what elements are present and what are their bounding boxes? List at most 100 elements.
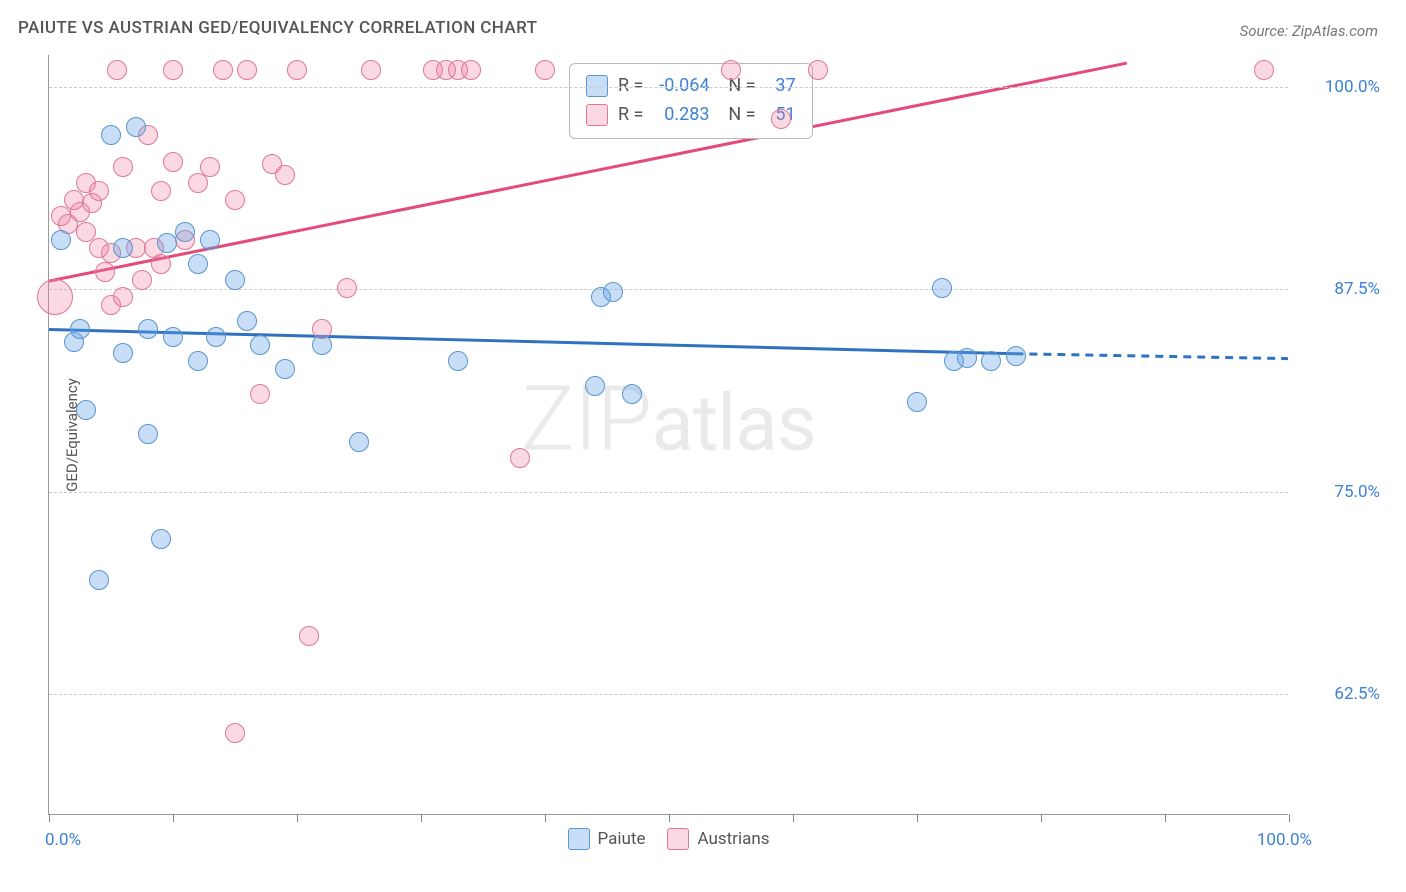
- data-point: [175, 222, 195, 242]
- data-point: [213, 60, 233, 80]
- austrian-r-value: 0.283: [653, 101, 709, 130]
- data-point: [585, 376, 605, 396]
- austrian-swatch: [586, 104, 608, 126]
- y-tick-label: 75.0%: [1300, 482, 1380, 502]
- data-point: [206, 327, 226, 347]
- data-point: [163, 60, 183, 80]
- data-point: [151, 181, 171, 201]
- data-point: [163, 152, 183, 172]
- x-tick: [545, 814, 546, 822]
- y-tick-label: 62.5%: [1300, 684, 1380, 704]
- chart-title: PAIUTE VS AUSTRIAN GED/EQUIVALENCY CORRE…: [18, 18, 537, 38]
- data-point: [250, 384, 270, 404]
- austrian-swatch-icon: [667, 828, 689, 850]
- footer-legend-paiute: Paiute: [568, 828, 646, 850]
- data-point: [89, 181, 109, 201]
- data-point: [163, 327, 183, 347]
- footer-legend-austrian-label: Austrians: [697, 829, 769, 849]
- data-point: [535, 60, 555, 80]
- data-point: [225, 723, 245, 743]
- x-tick: [917, 814, 918, 822]
- x-max-label: 100.0%: [1257, 830, 1312, 850]
- x-min-label: 0.0%: [45, 830, 81, 850]
- data-point: [200, 157, 220, 177]
- data-point: [113, 238, 133, 258]
- data-point: [188, 173, 208, 193]
- paiute-swatch-icon: [568, 828, 590, 850]
- data-point: [225, 270, 245, 290]
- data-point: [299, 626, 319, 646]
- x-tick: [1165, 814, 1166, 822]
- chart-source: Source: ZipAtlas.com: [1240, 22, 1378, 40]
- footer-legend-paiute-label: Paiute: [598, 829, 646, 849]
- data-point: [510, 448, 530, 468]
- footer-legend: Paiute Austrians: [568, 828, 770, 850]
- data-point: [151, 254, 171, 274]
- data-point: [312, 335, 332, 355]
- data-point: [200, 230, 220, 250]
- x-tick: [49, 814, 50, 822]
- correlation-chart: PAIUTE VS AUSTRIAN GED/EQUIVALENCY CORRE…: [0, 0, 1406, 892]
- data-point: [237, 311, 257, 331]
- data-point: [721, 60, 741, 80]
- data-point: [157, 233, 177, 253]
- data-point: [981, 351, 1001, 371]
- data-point: [151, 529, 171, 549]
- x-tick: [421, 814, 422, 822]
- data-point: [932, 278, 952, 298]
- data-point: [113, 343, 133, 363]
- data-point: [603, 282, 623, 302]
- data-point: [188, 254, 208, 274]
- data-point: [622, 384, 642, 404]
- data-point: [101, 125, 121, 145]
- data-point: [361, 60, 381, 80]
- y-tick-label: 87.5%: [1300, 279, 1380, 299]
- data-point: [138, 319, 158, 339]
- data-point: [275, 165, 295, 185]
- data-point: [70, 319, 90, 339]
- trend-lines: [49, 55, 1288, 814]
- data-point: [113, 287, 133, 307]
- y-axis-title: GED/Equivalency: [63, 378, 81, 492]
- data-point: [76, 400, 96, 420]
- data-point: [237, 60, 257, 80]
- x-tick: [793, 814, 794, 822]
- data-point: [126, 117, 146, 137]
- grid-line: [49, 87, 1288, 88]
- data-point: [107, 60, 127, 80]
- data-point: [349, 432, 369, 452]
- grid-line: [49, 492, 1288, 493]
- legend-row-austrian: R = 0.283 N = 51: [586, 101, 796, 130]
- data-point: [188, 351, 208, 371]
- data-point: [808, 60, 828, 80]
- data-point: [250, 335, 270, 355]
- data-point: [907, 392, 927, 412]
- data-point: [138, 424, 158, 444]
- data-point: [89, 570, 109, 590]
- x-tick: [173, 814, 174, 822]
- data-point: [275, 359, 295, 379]
- data-point: [1254, 60, 1274, 80]
- x-tick: [1041, 814, 1042, 822]
- x-tick: [669, 814, 670, 822]
- data-point: [113, 157, 133, 177]
- data-point: [37, 279, 73, 315]
- data-point: [51, 230, 71, 250]
- watermark: ZIPatlas: [521, 367, 816, 472]
- data-point: [771, 109, 791, 129]
- y-tick-label: 100.0%: [1300, 77, 1380, 97]
- data-point: [132, 270, 152, 290]
- grid-line: [49, 694, 1288, 695]
- x-tick: [1289, 814, 1290, 822]
- plot-area: GED/Equivalency ZIPatlas R = -0.064 N = …: [48, 55, 1288, 815]
- data-point: [957, 348, 977, 368]
- footer-legend-austrian: Austrians: [667, 828, 769, 850]
- data-point: [1006, 346, 1026, 366]
- x-tick: [297, 814, 298, 822]
- data-point: [95, 262, 115, 282]
- data-point: [448, 351, 468, 371]
- data-point: [225, 190, 245, 210]
- data-point: [461, 60, 481, 80]
- data-point: [287, 60, 307, 80]
- data-point: [337, 278, 357, 298]
